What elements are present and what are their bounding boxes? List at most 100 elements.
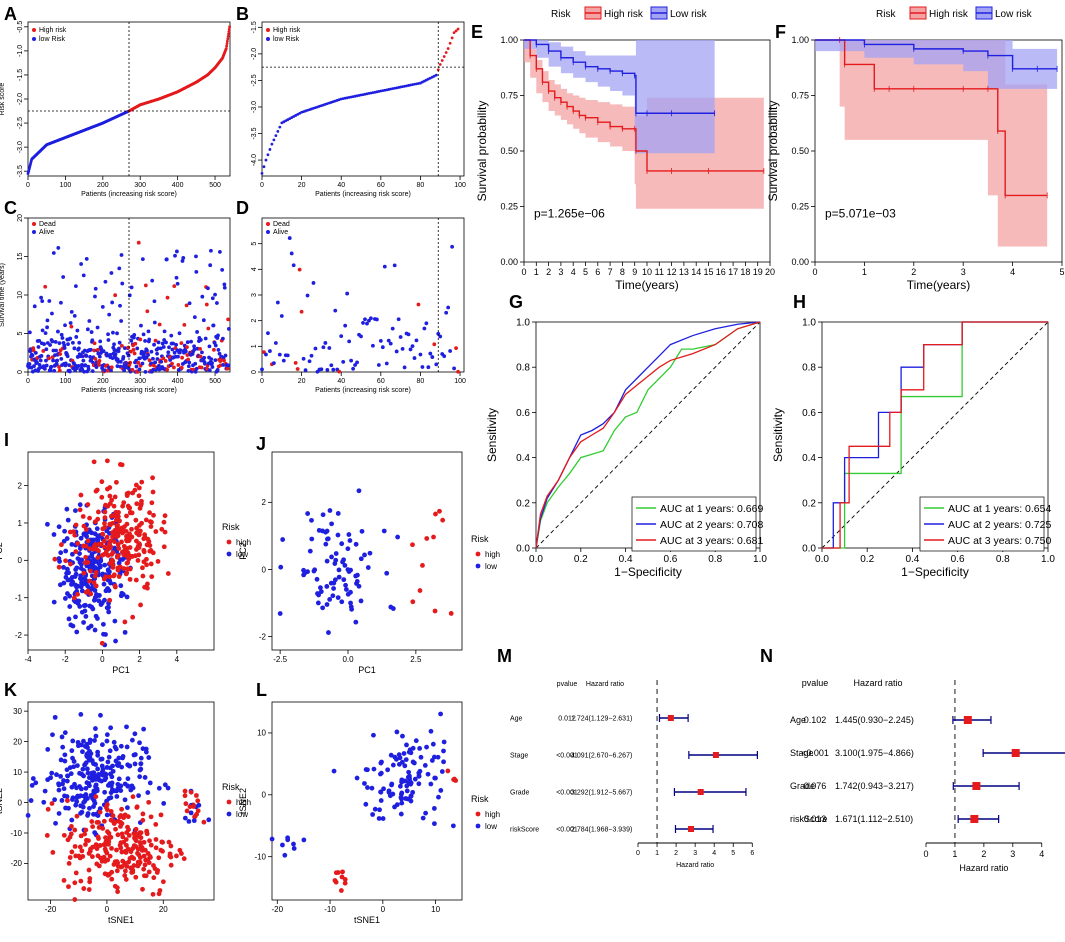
high-risk-point	[93, 569, 99, 575]
alive-point	[61, 275, 66, 279]
high-risk-point	[133, 482, 139, 488]
low-risk-point	[101, 581, 107, 587]
low-risk-point	[86, 625, 91, 631]
high-risk-point	[448, 611, 454, 616]
low-risk-point	[61, 538, 67, 544]
legend-high-label: high	[485, 550, 500, 559]
high-risk-point	[104, 850, 110, 856]
x-tick-label: 2	[981, 849, 986, 859]
alive-point	[174, 275, 179, 280]
dead-point	[163, 359, 168, 363]
alive-point	[43, 331, 48, 336]
legend-low-risk-label: Low risk	[995, 9, 1033, 20]
high-risk-point	[178, 851, 184, 856]
alive-point	[181, 256, 186, 260]
high-risk-point	[126, 859, 132, 865]
high-risk-point	[116, 546, 122, 551]
high-risk-point	[72, 827, 78, 833]
high-risk-point	[440, 517, 446, 523]
x-tick-label: 300	[134, 378, 146, 385]
high-risk-point	[91, 459, 97, 465]
row-label: Age	[510, 715, 523, 722]
x-tick-label: 300	[134, 182, 146, 189]
alive-point	[323, 341, 328, 345]
high-risk-point	[87, 578, 92, 584]
high-risk-point	[114, 847, 119, 853]
alive-point	[203, 336, 208, 341]
alive-point	[378, 338, 383, 343]
y-tick-label: 0.6	[516, 408, 530, 419]
risk-point	[276, 129, 280, 133]
high-risk-point	[93, 488, 99, 494]
high-risk-point	[89, 819, 95, 824]
low-risk-point	[314, 576, 320, 582]
x-tick-label: 3	[558, 267, 563, 277]
dead-point	[131, 347, 136, 352]
high-risk-point	[111, 820, 117, 826]
y-tick-label: -2.0	[251, 48, 258, 60]
low-risk-point	[74, 629, 80, 635]
low-risk-point	[371, 766, 377, 772]
risk-point	[444, 51, 448, 54]
risk-point	[226, 37, 230, 41]
low-risk-point	[423, 810, 428, 816]
legend-low-label: low	[485, 562, 497, 571]
row-hazard-ratio: 1.671(1.112−2.510)	[835, 814, 913, 824]
low-risk-point	[77, 770, 82, 776]
low-risk-point	[327, 596, 333, 602]
low-risk-point	[29, 782, 35, 788]
low-risk-point	[83, 614, 89, 619]
x-tick-label: 10	[431, 905, 440, 914]
high-risk-point	[191, 804, 196, 809]
low-risk-point	[78, 810, 84, 816]
high-risk-point	[153, 837, 159, 842]
high-risk-point	[115, 832, 121, 838]
dead-point	[143, 283, 148, 288]
alive-point	[206, 286, 210, 291]
high-risk-point	[79, 848, 85, 854]
x-tick-label: 7	[608, 267, 613, 277]
low-risk-point	[280, 842, 285, 848]
dead-point	[58, 352, 63, 356]
alive-point	[159, 359, 164, 364]
alive-point	[54, 362, 59, 367]
low-risk-point	[99, 742, 105, 748]
low-risk-point	[62, 596, 68, 601]
legend-low-risk-marker	[32, 37, 36, 41]
low-risk-point	[69, 748, 75, 754]
y-tick-label: 1.0	[802, 318, 816, 329]
high-risk-point	[160, 879, 166, 885]
low-risk-point	[60, 744, 66, 750]
high-risk-point	[73, 522, 79, 528]
row-pvalue: <0.001	[801, 748, 829, 758]
hazard-ratio-marker	[972, 782, 981, 790]
low-risk-point	[87, 805, 92, 811]
y-tick-label: -2	[259, 632, 267, 641]
high-risk-point	[137, 830, 143, 836]
alive-point	[115, 331, 119, 336]
alive-point	[117, 346, 121, 351]
high-risk-point	[66, 860, 72, 866]
low-risk-point	[436, 794, 441, 800]
y-tick-label: 1	[251, 344, 258, 348]
high-risk-point	[80, 514, 86, 519]
alive-point	[422, 326, 427, 331]
dead-point	[170, 361, 174, 366]
low-risk-point	[57, 582, 63, 588]
p-value-label: p=5.071e−03	[825, 207, 896, 221]
low-risk-point	[65, 517, 71, 523]
low-risk-point	[69, 541, 75, 547]
low-risk-point	[106, 609, 112, 615]
dead-point	[161, 356, 166, 361]
risk-point	[440, 59, 444, 62]
legend-label-1-year: AUC at 1 years: 0.669	[660, 503, 763, 515]
high-risk-point	[157, 888, 163, 893]
low-risk-point	[82, 762, 88, 768]
plot-frame	[271, 451, 463, 651]
x-tick-label: 20	[159, 905, 168, 914]
low-risk-point	[67, 593, 73, 599]
low-risk-point	[85, 745, 90, 751]
alive-point	[42, 342, 46, 346]
risk-point	[227, 30, 231, 34]
